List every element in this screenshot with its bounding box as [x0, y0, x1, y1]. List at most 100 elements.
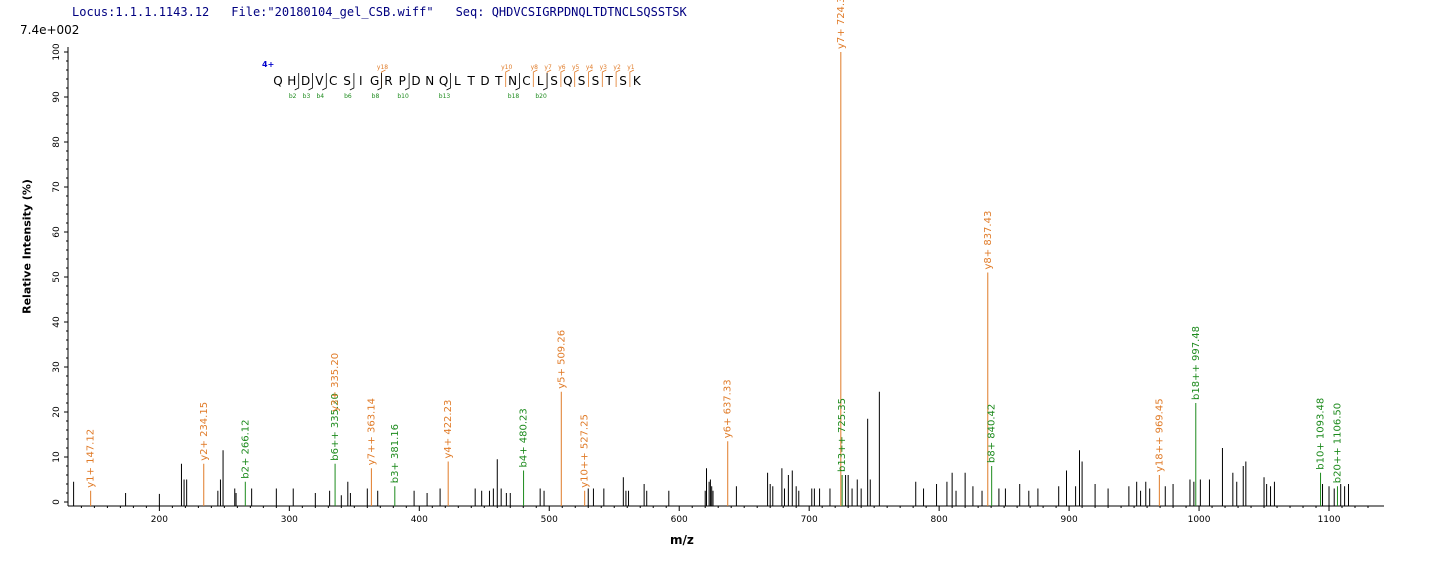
y-ion-label: y8+ 837.43	[983, 211, 994, 270]
sequence-residue: Q	[439, 74, 448, 88]
sequence-residue: Q	[273, 74, 282, 88]
sequence-residue: S	[619, 74, 627, 88]
b-ion-label: b20++ 1106.50	[1332, 403, 1343, 483]
locus-label: Locus:1.1.1.1143.12	[72, 5, 210, 19]
sequence-residue: S	[550, 74, 558, 88]
b-fragment-label: b18	[508, 93, 520, 100]
x-tick-label: 500	[541, 515, 558, 525]
max-intensity-label: 7.4e+002	[20, 23, 80, 37]
y-ion-label: y2+ 234.15	[199, 402, 210, 461]
b-ion-label: b18++ 997.48	[1191, 326, 1202, 400]
b-fragment-marker	[322, 73, 327, 91]
y-fragment-label: y4	[586, 64, 594, 71]
file-label: File:"20180104_gel_CSB.wiff"	[231, 5, 434, 19]
sequence-residue: N	[508, 74, 517, 88]
sequence-residue: D	[411, 74, 420, 88]
sequence-residue: G	[370, 74, 379, 88]
y-ion-label: y7++ 363.14	[366, 398, 377, 465]
y-fragment-marker	[629, 69, 635, 87]
y-fragment-label: y2	[613, 64, 621, 71]
peak-series	[73, 52, 1350, 506]
y-tick-label: 70	[52, 181, 62, 193]
b-ion-label: b6++ 335.20	[330, 393, 341, 461]
y-fragment-marker	[574, 69, 579, 87]
y-fragment-marker	[505, 69, 510, 87]
sequence-residue: S	[592, 74, 600, 88]
b-fragment-marker	[404, 73, 410, 91]
y-ion-label: y18++ 969.45	[1154, 398, 1165, 472]
y-tick-label: 0	[52, 499, 62, 505]
b-ion-label: b4+ 480.23	[519, 408, 530, 467]
y-ion-label: y6+ 637.33	[723, 379, 734, 438]
y-fragment-label: y18	[377, 64, 388, 71]
y-tick-label: 20	[52, 406, 62, 418]
sequence-residue: Q	[563, 74, 572, 88]
y-fragment-marker	[615, 69, 621, 87]
y-fragment-marker	[601, 69, 607, 87]
sequence-residue: T	[467, 74, 476, 88]
b-fragment-marker	[377, 73, 382, 91]
chart-axes: 0 10 20 30 40 50 60 70 80 90 100 200 300 400 500 600 700…	[52, 43, 1384, 525]
x-tick-label: 1100	[1318, 515, 1341, 525]
x-tick-label: 200	[151, 515, 168, 525]
b-fragment-marker	[446, 73, 451, 91]
y-fragment-label: y7	[544, 64, 552, 71]
b-fragment-marker	[294, 73, 300, 91]
sequence-residue: L	[537, 74, 544, 88]
y-tick-label: 80	[52, 136, 62, 148]
sequence-residue: D	[480, 74, 489, 88]
b-fragment-label: b20	[535, 93, 547, 100]
y-fragment-label: y10	[501, 64, 512, 71]
sequence-residue: V	[315, 74, 324, 88]
b-fragment-marker	[542, 73, 548, 91]
y-fragment-label: y3	[600, 64, 608, 71]
x-axis-label: m/z	[670, 533, 694, 547]
sequence-label: Seq: QHDVCSIGRPDNQLTDTNCLSQSSTSK	[455, 5, 687, 19]
y-fragment-label: y6	[558, 64, 566, 71]
b-fragment-label: b4	[316, 93, 324, 100]
sequence-residue: K	[633, 74, 642, 88]
x-tick-label: 700	[801, 515, 818, 525]
b-ion-label: b3+ 381.16	[390, 424, 401, 483]
sequence-residue: C	[329, 74, 337, 88]
y-fragment-label: y1	[627, 64, 635, 71]
b-ion-label: b10+ 1093.48	[1316, 398, 1327, 470]
spectrum-header: Locus:1.1.1.1143.12 File:"20180104_gel_CS…	[72, 5, 709, 19]
b-fragment-marker	[349, 73, 355, 91]
b-fragment-label: b10	[397, 93, 409, 100]
y-tick-label: 60	[52, 226, 62, 238]
b-fragment-label: b6	[344, 93, 352, 100]
sequence-residue: S	[343, 74, 351, 88]
sequence-residue: P	[399, 74, 406, 88]
x-tick-label: 800	[931, 515, 948, 525]
sequence-residue: S	[578, 74, 586, 88]
y-ion-label: y10++ 527.25	[580, 414, 591, 488]
y-fragment-label: y5	[572, 64, 580, 71]
charge-state-label: 4+	[262, 60, 274, 69]
b-ion-label: b2+ 266.12	[240, 419, 251, 478]
b-ion-label: b8+ 840.42	[987, 404, 998, 463]
sequence-residue: C	[522, 74, 530, 88]
sequence-residue: T	[605, 74, 614, 88]
y-tick-label: 30	[52, 361, 62, 373]
b-fragment-marker	[308, 73, 313, 91]
sequence-residue: T	[494, 74, 503, 88]
y-ion-label: y5+ 509.26	[556, 330, 567, 389]
b-fragment-label: b2	[289, 93, 297, 100]
sequence-residue: I	[359, 74, 363, 88]
x-tick-label: 400	[411, 515, 428, 525]
y-tick-label: 100	[52, 43, 62, 60]
sequence-residue: L	[454, 74, 461, 88]
sequence-residue: N	[425, 74, 434, 88]
b-ion-label: b13++ 725.35	[837, 398, 848, 472]
b-fragment-marker	[515, 73, 520, 91]
y-tick-label: 90	[52, 91, 62, 103]
x-tick-label: 300	[281, 515, 298, 525]
b-fragment-label: b13	[439, 93, 451, 100]
y-tick-label: 50	[52, 271, 62, 283]
b-fragment-label: b8	[372, 93, 380, 100]
y-fragment-marker	[588, 69, 593, 87]
x-tick-label: 600	[671, 515, 688, 525]
sequence-residue: R	[384, 74, 392, 88]
